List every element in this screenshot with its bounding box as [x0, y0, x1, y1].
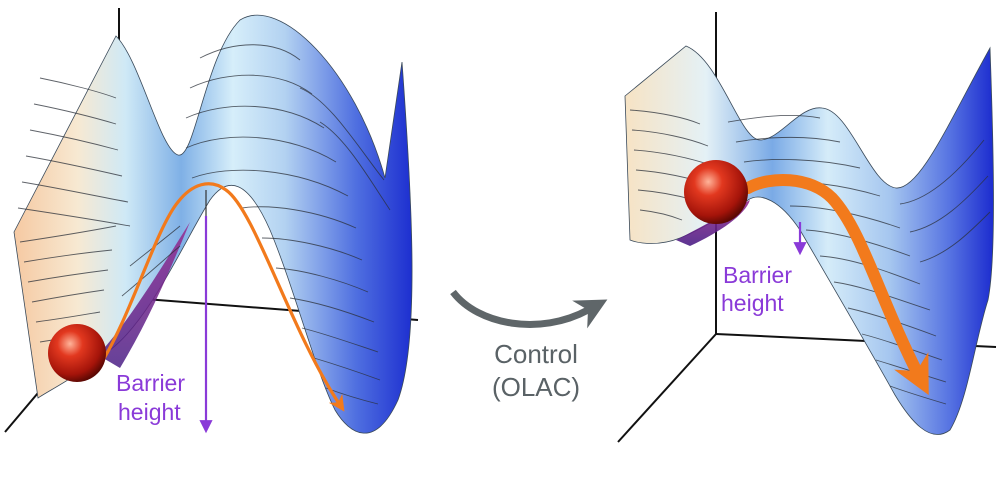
left-ball [48, 324, 106, 382]
left-panel: Barrier height [4, 8, 419, 434]
left-energy-surface [13, 14, 413, 434]
left-barrier-label-line2: height [118, 399, 181, 425]
right-panel: Barrier height [617, 12, 997, 443]
control-section: Control (OLAC) [450, 289, 608, 402]
left-surface-underside [98, 222, 190, 368]
left-contour-lines [17, 44, 391, 405]
right-trajectory-arrow [742, 174, 929, 396]
left-barrier-label-line1: Barrier [116, 370, 185, 396]
right-ball [684, 160, 748, 224]
control-curved-arrow [450, 289, 608, 329]
right-barrier-label-line1: Barrier [723, 262, 792, 288]
control-label-line1: Control [494, 339, 578, 369]
right-barrier-label-line2: height [721, 290, 784, 316]
control-label-line2: (OLAC) [492, 372, 580, 402]
left-trajectory-arrow [96, 182, 345, 412]
